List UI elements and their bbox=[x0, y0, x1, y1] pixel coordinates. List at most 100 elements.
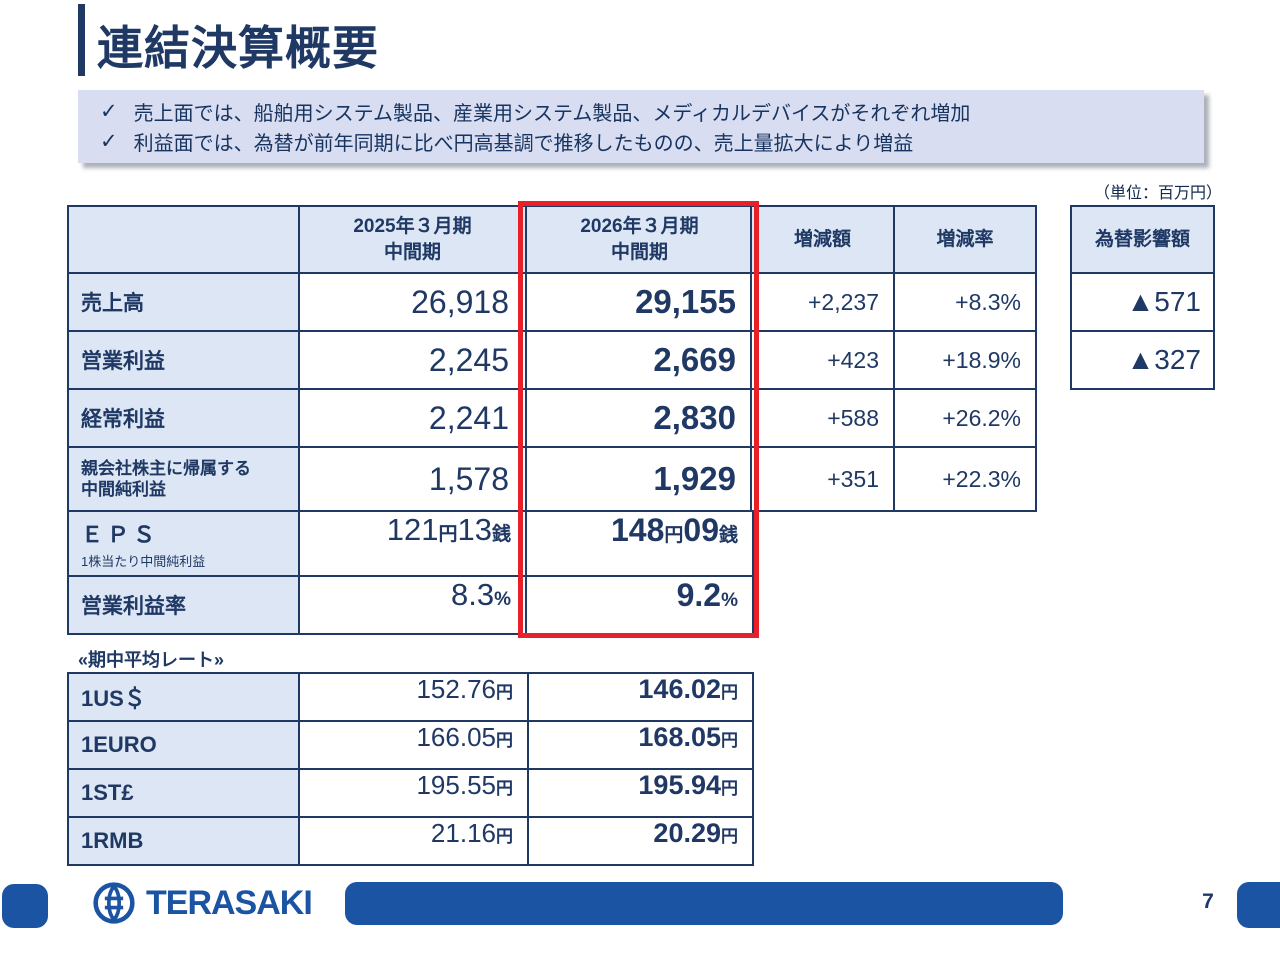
row-operating-profit-label: 営業利益 bbox=[69, 332, 300, 390]
rate-euro-label: 1EURO bbox=[69, 722, 300, 770]
margin-curr-value: 9.2 bbox=[676, 577, 722, 613]
row-ordinary-profit-prev: 2,241 bbox=[300, 390, 527, 448]
eps-prev-sen-unit: 銭 bbox=[491, 524, 511, 545]
terasaki-emblem-icon bbox=[93, 882, 135, 924]
fx-impact-sales: ▲571 bbox=[1072, 274, 1215, 332]
rate-euro-curr-unit: 円 bbox=[721, 731, 738, 750]
average-rate-table: 1US＄ 152.76 円 146.02 円 1EURO 166.05 円 16… bbox=[67, 672, 754, 866]
row-operating-profit-curr: 2,669 bbox=[527, 332, 754, 390]
eps-label-sub: 1株当たり中間純利益 bbox=[81, 554, 206, 569]
col-header-fy2025: 2025年３月期 中間期 bbox=[300, 207, 527, 274]
rate-gbp-prev-value: 195.55 bbox=[416, 770, 496, 800]
financial-results-table: 2025年３月期 中間期 2026年３月期 中間期 売上高 26,918 29,… bbox=[67, 205, 754, 635]
rate-gbp-prev-unit: 円 bbox=[496, 779, 513, 798]
page-number: 7 bbox=[1202, 890, 1214, 913]
row-net-profit-curr: 1,929 bbox=[527, 448, 754, 512]
rate-gbp-curr-value: 195.94 bbox=[638, 770, 721, 800]
eps-curr-yen-unit: 円 bbox=[664, 525, 684, 546]
summary-panel: ✓ 売上面では、船舶用システム製品、産業用システム製品、メディカルデバイスがそれ… bbox=[78, 90, 1204, 163]
check-icon: ✓ bbox=[100, 130, 118, 154]
eps-prev-yen: 121 bbox=[386, 512, 439, 547]
row-sales-label: 売上高 bbox=[69, 274, 300, 332]
footer-left-bar bbox=[2, 884, 48, 928]
row-sales-curr: 29,155 bbox=[527, 274, 754, 332]
average-rate-title: «期中平均レート» bbox=[78, 650, 225, 670]
eps-curr-sen: 09 bbox=[683, 512, 719, 548]
rate-euro-prev: 166.05 円 bbox=[300, 722, 529, 770]
col-header-fy2026: 2026年３月期 中間期 bbox=[527, 207, 754, 274]
bullet-item-1: ✓ 売上面では、船舶用システム製品、産業用システム製品、メディカルデバイスがそれ… bbox=[100, 97, 1204, 126]
eps-curr-yen: 148 bbox=[610, 512, 665, 548]
margin-prev-value: 8.3 bbox=[450, 577, 495, 612]
eps-curr-sen-unit: 銭 bbox=[718, 525, 738, 546]
col-header-fy2026-line2: 中間期 bbox=[610, 241, 668, 263]
eps-prev-yen-unit: 円 bbox=[438, 524, 458, 545]
margin-curr-unit: % bbox=[721, 590, 738, 611]
rate-usd-label: 1US＄ bbox=[69, 674, 300, 722]
row-eps-curr: 148 円 09 銭 bbox=[527, 512, 754, 577]
col-header-fy2025-line1: 2025年３月期 bbox=[353, 215, 472, 237]
row-eps-label: ＥＰＳ 1株当たり中間純利益 bbox=[69, 512, 300, 577]
rate-rmb-label: 1RMB bbox=[69, 818, 300, 866]
rate-usd-prev-unit: 円 bbox=[496, 683, 513, 702]
row-ordinary-profit-curr: 2,830 bbox=[527, 390, 754, 448]
rate-rmb-prev-value: 21.16 bbox=[430, 818, 496, 848]
rate-rmb-prev: 21.16 円 bbox=[300, 818, 529, 866]
row-ordinary-profit-diff: +588 bbox=[752, 390, 895, 448]
rate-gbp-label: 1ST£ bbox=[69, 770, 300, 818]
fx-impact-table: 為替影響額 ▲571 ▲327 bbox=[1070, 205, 1215, 390]
title-accent-bar bbox=[78, 4, 85, 76]
row-sales-prev: 26,918 bbox=[300, 274, 527, 332]
row-sales-rate: +8.3% bbox=[895, 274, 1037, 332]
rate-euro-prev-unit: 円 bbox=[496, 731, 513, 750]
rate-euro-prev-value: 166.05 bbox=[416, 722, 496, 752]
fx-impact-header: 為替影響額 bbox=[1072, 207, 1215, 274]
row-net-profit-label-line2: 中間純利益 bbox=[81, 480, 166, 499]
row-net-profit-label: 親会社株主に帰属する 中間純利益 bbox=[69, 448, 300, 512]
rate-usd-prev: 152.76 円 bbox=[300, 674, 529, 722]
bullet-item-2: ✓ 利益面では、為替が前年同期に比べ円高基調で推移したものの、売上量拡大により増… bbox=[100, 127, 1204, 156]
row-eps-prev: 121 円 13 銭 bbox=[300, 512, 527, 577]
check-icon: ✓ bbox=[100, 99, 118, 123]
rate-usd-curr-unit: 円 bbox=[721, 683, 738, 702]
rate-gbp-prev: 195.55 円 bbox=[300, 770, 529, 818]
rate-gbp-curr: 195.94 円 bbox=[529, 770, 754, 818]
col-header-fy2025-line2: 中間期 bbox=[383, 241, 441, 263]
col-header-diff: 増減額 bbox=[752, 207, 895, 274]
rate-euro-curr: 168.05 円 bbox=[529, 722, 754, 770]
rate-rmb-curr-value: 20.29 bbox=[653, 818, 721, 848]
eps-label-main: ＥＰＳ bbox=[81, 522, 160, 547]
row-ordinary-profit-rate: +26.2% bbox=[895, 390, 1037, 448]
rate-rmb-curr: 20.29 円 bbox=[529, 818, 754, 866]
page-title: 連結決算概要 bbox=[97, 22, 379, 74]
row-operating-margin-label: 営業利益率 bbox=[69, 577, 300, 635]
row-net-profit-prev: 1,578 bbox=[300, 448, 527, 512]
row-net-profit-rate: +22.3% bbox=[895, 448, 1037, 512]
eps-prev-sen: 13 bbox=[457, 512, 492, 547]
rate-usd-curr: 146.02 円 bbox=[529, 674, 754, 722]
rate-rmb-curr-unit: 円 bbox=[721, 827, 738, 846]
row-sales-diff: +2,237 bbox=[752, 274, 895, 332]
change-columns-table: 増減額 増減率 +2,237 +8.3% +423 +18.9% +588 +2… bbox=[750, 205, 1037, 512]
row-ordinary-profit-label: 経常利益 bbox=[69, 390, 300, 448]
rate-euro-curr-value: 168.05 bbox=[638, 722, 721, 752]
company-logo-text: TERASAKI bbox=[146, 883, 313, 922]
bullet-text-1: 売上面では、船舶用システム製品、産業用システム製品、メディカルデバイスがそれぞれ… bbox=[133, 102, 971, 125]
row-net-profit-diff: +351 bbox=[752, 448, 895, 512]
col-header-fy2026-line1: 2026年３月期 bbox=[580, 215, 699, 237]
row-operating-margin-curr: 9.2 % bbox=[527, 577, 754, 635]
company-logo: TERASAKI bbox=[92, 880, 313, 926]
row-operating-profit-diff: +423 bbox=[752, 332, 895, 390]
bullet-text-2: 利益面では、為替が前年同期に比べ円高基調で推移したものの、売上量拡大により増益 bbox=[133, 133, 914, 156]
fx-impact-operating-profit: ▲327 bbox=[1072, 332, 1215, 390]
margin-prev-unit: % bbox=[494, 589, 511, 610]
col-header-rate: 増減率 bbox=[895, 207, 1037, 274]
unit-note: （単位：百万円） bbox=[1093, 185, 1222, 202]
rate-usd-prev-value: 152.76 bbox=[416, 674, 496, 704]
row-net-profit-label-line1: 親会社株主に帰属する bbox=[81, 458, 251, 478]
rate-usd-curr-value: 146.02 bbox=[638, 674, 721, 704]
row-operating-margin-prev: 8.3 % bbox=[300, 577, 527, 635]
footer-middle-bar bbox=[345, 882, 1063, 925]
row-operating-profit-rate: +18.9% bbox=[895, 332, 1037, 390]
